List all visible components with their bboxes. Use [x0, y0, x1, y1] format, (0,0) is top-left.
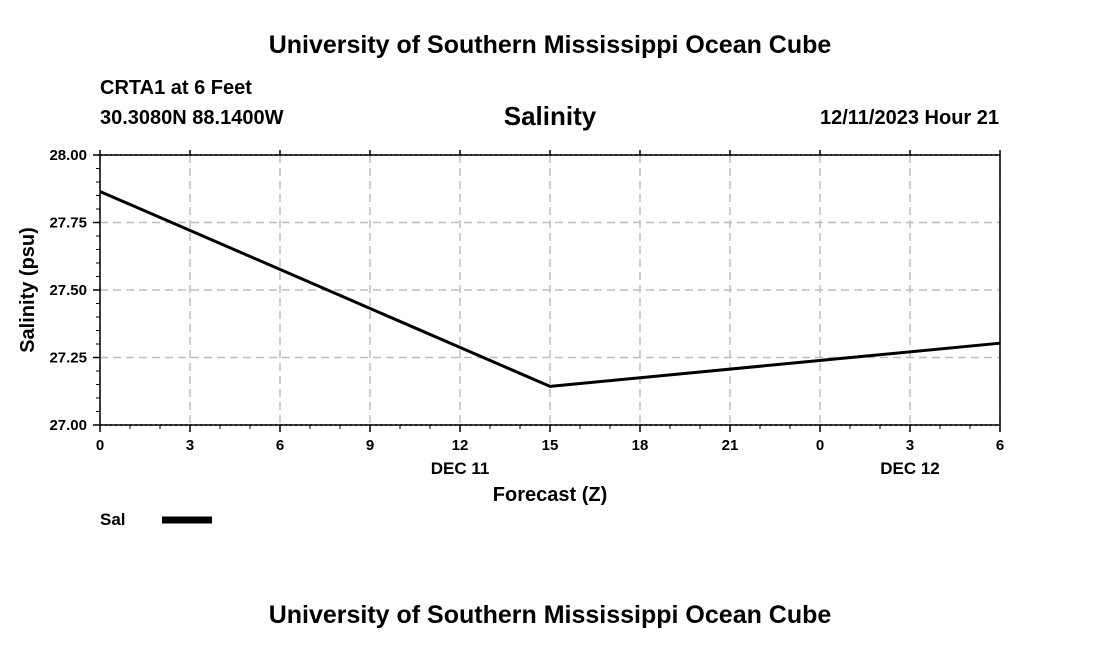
- x-tick-label: 6: [276, 437, 284, 454]
- legend-label: Sal: [100, 510, 126, 529]
- x-tick-label: 3: [186, 437, 194, 454]
- y-tick-label: 28.00: [49, 147, 87, 164]
- x-tick-label: 21: [722, 437, 739, 454]
- chart-title: Salinity: [503, 101, 597, 131]
- x-tick-label: 0: [816, 437, 824, 454]
- series-lines: [99, 190, 1001, 388]
- y-axis-label: Salinity (psu): [17, 227, 39, 353]
- page-title-top: University of Southern Mississippi Ocean…: [268, 31, 832, 59]
- x-date-label: DEC 11: [431, 459, 490, 478]
- y-tick-label: 27.50: [49, 282, 87, 299]
- x-axis-label: Forecast (Z): [493, 484, 607, 506]
- x-tick-label: 9: [366, 437, 374, 454]
- x-tick-label: 15: [542, 437, 559, 454]
- x-date-label: DEC 12: [880, 459, 940, 478]
- y-tick-label: 27.75: [49, 215, 87, 232]
- station-label: CRTA1 at 6 Feet: [100, 77, 252, 99]
- page-title-bottom: University of Southern Mississippi Ocean…: [268, 601, 832, 629]
- tick-labels: 0 3 6 9 12 15 18 21 0 3 6 DEC 11 DEC 12 27.00 27.25 27.…: [49, 147, 1004, 478]
- x-tick-label: 3: [906, 437, 914, 454]
- y-tick-label: 27.00: [49, 417, 87, 434]
- date-label: 12/11/2023 Hour 21: [819, 107, 999, 129]
- axis-ticks: [93, 150, 1001, 432]
- y-tick-label: 27.25: [49, 350, 87, 367]
- x-tick-label: 18: [632, 437, 649, 454]
- grid-lines: [99, 154, 1001, 426]
- coordinates-label: 30.3080N 88.1400W: [100, 107, 284, 129]
- series-line-sal: [99, 190, 1001, 388]
- x-tick-label: 0: [96, 437, 104, 454]
- x-tick-label: 12: [452, 437, 469, 454]
- x-tick-label: 6: [996, 437, 1004, 454]
